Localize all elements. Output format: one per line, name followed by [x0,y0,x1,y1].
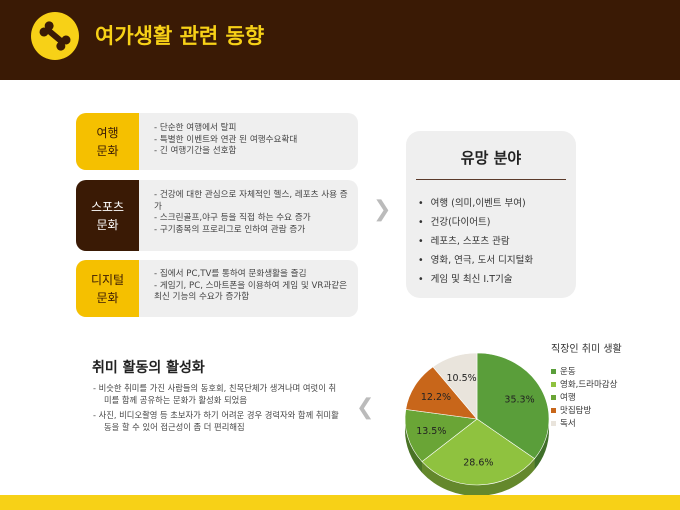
chevron-left-icon: ❮ [356,395,375,420]
legend-label: 영화,드라마감상 [560,380,618,390]
sports-culture-card: 스포츠 문화 - 건강에 대한 관심으로 자체적인 헬스, 레포츠 사용 증가 -… [76,180,358,251]
legend-label: 여행 [560,393,576,403]
pie-slice-5 [432,352,478,420]
legend-item: 운동 [551,366,617,379]
pie-slice-3 [404,409,478,462]
promising-fields-panel: 유망 분야 여행 (의미,이벤트 부여) 건강(다이어트) 레포츠, 스포츠 관… [406,131,576,298]
list-item: 레포츠, 스포츠 관람 [418,232,576,251]
page-title: 여가생활 관련 동향 [95,24,265,48]
data-label: 28.6% [463,458,493,469]
pie-slice-side [534,419,549,470]
legend-swatch [551,395,556,400]
data-label: 12.2% [421,392,451,403]
pie-slice-2 [421,418,535,486]
card-label: 디지털 문화 [76,260,139,317]
bone-icon [31,12,79,60]
header: 여가생활 관련 동향 [0,0,680,80]
section-title: 취미 활동의 활성화 [92,360,205,376]
pie-slice-1 [476,352,550,460]
list-item: 건강(다이어트) [418,213,576,232]
travel-culture-card: 여행 문화 - 단순한 여행에서 탈피 - 특별한 이벤트와 연관 된 여행수요확… [76,113,358,170]
divider [416,179,566,180]
panel-title: 유망 분야 [460,149,522,167]
pie-slice-side [421,458,535,496]
list-item: 게임 및 최신 I.T기술 [418,270,576,289]
pie-slice-side [405,419,422,473]
list-item: - 사진, 비디오촬영 등 초보자가 하기 어려운 경우 경력자와 함께 취미활… [93,410,339,432]
data-label: 35.3% [504,395,534,406]
legend-item: 여행 [551,392,617,405]
legend-swatch [551,382,556,387]
legend-swatch [551,421,556,426]
legend-label: 운동 [560,367,576,377]
card-label: 여행 문화 [76,113,139,170]
legend-label: 맛집탐방 [560,406,592,416]
legend-item: 영화,드라마감상 [551,379,617,392]
data-label: 10.5% [447,373,477,384]
card-label: 스포츠 문화 [76,180,139,251]
list-item: - 비슷한 취미를 가진 사람들의 동호회, 친목단체가 생겨나며 여럿이 취미… [93,383,337,405]
footer-bar [0,495,680,510]
chart-title: 직장인 취미 생활 [551,344,622,355]
legend-item: 독서 [551,418,617,431]
chevron-right-icon: ❯ [373,197,392,222]
list-item: 여행 (의미,이벤트 부여) [418,194,576,213]
data-label: 13.5% [416,426,446,437]
legend-label: 독서 [560,419,576,429]
digital-culture-card: 디지털 문화 - 집에서 PC,TV를 통하여 문화생활을 즐김 - 게임기, P… [76,260,358,317]
legend-swatch [551,408,556,413]
list-item: 영화, 연극, 도서 디지털화 [418,251,576,270]
legend-item: 맛집탐방 [551,405,617,418]
legend-swatch [551,369,556,374]
